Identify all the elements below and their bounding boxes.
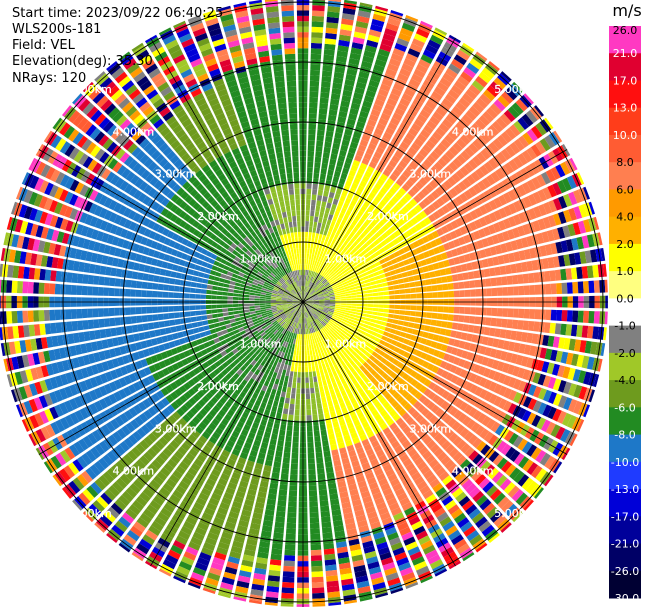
colorbar-cell <box>609 489 641 517</box>
start-time-text: Start time: 2023/09/22 06:40:25 <box>12 6 224 21</box>
colorbar-cell <box>609 380 641 408</box>
colorbar-tick-label: -26.0 <box>611 565 639 578</box>
instrument-text: WLS200s-181 <box>12 22 102 37</box>
ring-label: 2.00km <box>367 210 409 223</box>
field-text: Field: VEL <box>12 38 75 53</box>
colorbar-cell <box>609 107 641 136</box>
ring-label: 1.00km <box>240 337 282 350</box>
colorbar-tick-label: 1.0 <box>616 265 634 278</box>
colorbar-cell <box>609 570 641 599</box>
azimuth-spoke <box>302 301 456 567</box>
colorbar-tick-label: 13.0 <box>613 102 638 115</box>
ring-label: 3.00km <box>155 168 197 181</box>
ring-label: 5.00km <box>494 507 536 520</box>
colorbar-tick-labels: 26.0 21.0 17.0 13.0 10.0 8.0 6.0 4.0 2.0 1.0 0.0 -1… <box>611 24 639 605</box>
azimuth-spokes <box>0 0 608 607</box>
colorbar-tick-label: 21.0 <box>613 47 638 60</box>
colorbar-tick-label: -21.0 <box>611 538 639 551</box>
colorbar-cell <box>609 516 641 545</box>
colorbar-tick-label: -2.0 <box>614 347 635 360</box>
azimuth-spoke <box>150 37 304 303</box>
ring-label: 5.00km <box>494 83 536 96</box>
azimuth-spoke <box>302 149 568 303</box>
colorbar-cell <box>609 271 641 299</box>
colorbar-tick-label: -1.0 <box>614 320 635 333</box>
colorbar-tick-label: -13.0 <box>611 483 639 496</box>
ring-label: 4.00km <box>113 125 155 138</box>
azimuth-spoke <box>302 37 456 303</box>
colorbar-tick-label: -10.0 <box>611 456 639 469</box>
velocity-wedges <box>0 0 608 607</box>
ring-label: 4.00km <box>452 465 494 478</box>
colorbar-cell <box>609 189 641 218</box>
colorbar-cell <box>609 298 641 327</box>
ring-label: 2.00km <box>197 210 239 223</box>
azimuth-spoke <box>302 301 568 455</box>
azimuth-spoke <box>150 301 304 567</box>
ring-label: 1.00km <box>325 337 367 350</box>
azimuth-spoke <box>38 149 304 303</box>
elevation-text: Elevation(deg): 35.30 <box>12 54 153 69</box>
ring-label: 5.00km <box>70 507 112 520</box>
ring-label: 1.00km <box>325 253 367 266</box>
colorbar-tick-label: 8.0 <box>616 156 634 169</box>
colorbar-cells <box>609 26 641 599</box>
colorbar-cell <box>609 26 641 54</box>
colorbar-tick-label: -30.0 <box>611 592 639 605</box>
colorbar-tick-label: 26.0 <box>613 24 638 37</box>
colorbar-tick-label: 17.0 <box>613 74 638 87</box>
colorbar-cell <box>609 434 641 463</box>
colorbar-cell <box>609 352 641 381</box>
colorbar-tick-label: -8.0 <box>614 429 635 442</box>
ring-label: 3.00km <box>410 422 452 435</box>
colorbar-cell <box>609 461 641 490</box>
colorbar-cell <box>609 407 641 436</box>
colorbar-cell <box>609 80 641 109</box>
colorbar-tick-label: 6.0 <box>616 183 634 196</box>
colorbar-tick-label: 0.0 <box>616 292 634 305</box>
ring-label: 3.00km <box>155 422 197 435</box>
colorbar-cell <box>609 243 641 272</box>
colorbar-tick-label: -17.0 <box>611 510 639 523</box>
ring-label: 4.00km <box>452 125 494 138</box>
ring-label: 1.00km <box>240 253 282 266</box>
ring-label: 5.00km <box>70 83 112 96</box>
ring-label: 3.00km <box>410 168 452 181</box>
ring-label: 2.00km <box>197 380 239 393</box>
colorbar-cell <box>609 162 641 190</box>
ring-label: 4.00km <box>113 465 155 478</box>
radar-ppi-display: 1.00km 1.00km 1.00km 1.00km 2.00km 2.00km 2.00… <box>0 0 608 607</box>
colorbar-cell <box>609 216 641 245</box>
colorbar-tick-label: 2.0 <box>616 238 634 251</box>
ring-labels: 1.00km 1.00km 1.00km 1.00km 2.00km 2.00km 2.00… <box>70 83 536 520</box>
colorbar-tick-label: 10.0 <box>613 129 638 142</box>
colorbar-cell <box>609 53 641 81</box>
colorbar-tick-label: -6.0 <box>614 401 635 414</box>
azimuth-spoke <box>38 301 304 455</box>
ring-label: 2.00km <box>367 380 409 393</box>
colorbar: m/s 26.0 21.0 17.0 13.0 10.0 8.0 6.0 4.0 2.0 1.0 0… <box>609 1 642 605</box>
nrays-text: NRays: 120 <box>12 71 87 86</box>
colorbar-cell <box>609 134 641 163</box>
colorbar-cell <box>609 325 641 354</box>
colorbar-cell <box>609 543 641 572</box>
colorbar-tick-label: -4.0 <box>614 374 635 387</box>
colorbar-unit: m/s <box>612 1 641 20</box>
colorbar-tick-label: 4.0 <box>616 211 634 224</box>
